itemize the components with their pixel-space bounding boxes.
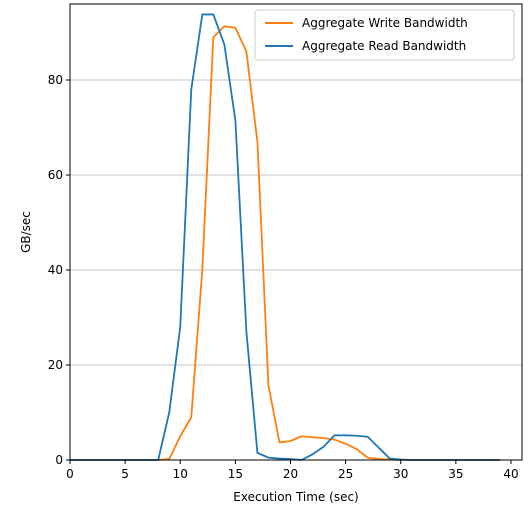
x-tick-label: 35 <box>448 467 463 481</box>
x-tick-label: 25 <box>338 467 353 481</box>
x-tick-label: 30 <box>393 467 408 481</box>
y-tick-label: 20 <box>48 358 63 372</box>
x-axis-label: Execution Time (sec) <box>233 490 358 504</box>
legend-label-read: Aggregate Read Bandwidth <box>302 39 466 53</box>
y-axis-label: GB/sec <box>19 211 33 253</box>
series-line-write <box>70 25 500 461</box>
x-tick-label: 0 <box>66 467 74 481</box>
y-axis: 0 20 40 60 80 <box>48 73 70 467</box>
x-tick-label: 15 <box>228 467 243 481</box>
legend: Aggregate Write Bandwidth Aggregate Read… <box>254 9 515 61</box>
y-tick-label: 0 <box>55 453 63 467</box>
series-line-read <box>70 13 500 461</box>
legend-box <box>254 9 515 61</box>
y-tick-label: 60 <box>48 168 63 182</box>
x-tick-label: 5 <box>121 467 129 481</box>
x-tick-label: 20 <box>283 467 298 481</box>
grid-lines <box>70 79 522 461</box>
plot-frame <box>69 3 523 461</box>
x-tick-label: 10 <box>173 467 188 481</box>
x-tick-label: 40 <box>503 467 518 481</box>
y-tick-label: 80 <box>48 73 63 87</box>
legend-label-write: Aggregate Write Bandwidth <box>302 16 468 30</box>
y-tick-label: 40 <box>48 263 63 277</box>
series-lines <box>70 13 500 461</box>
x-axis: 0 5 10 15 20 25 30 35 40 <box>66 460 519 481</box>
